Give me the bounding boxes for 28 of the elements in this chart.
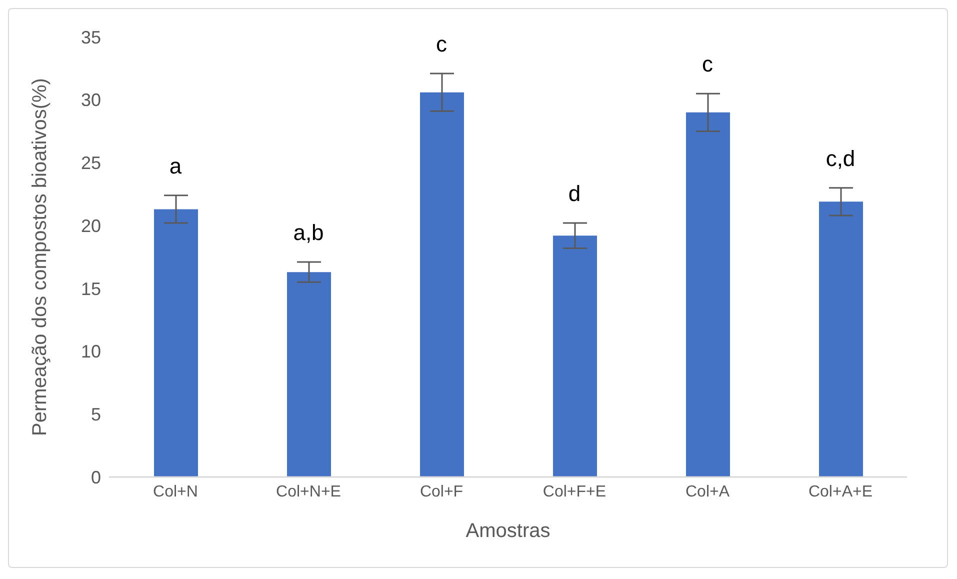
x-axis-title: Amostras — [466, 520, 550, 542]
x-tick-label: Col+F — [420, 483, 464, 500]
annotation: a,b — [293, 220, 324, 246]
annotation: c — [702, 52, 713, 77]
bar — [553, 236, 597, 477]
bar — [686, 112, 730, 477]
x-tick-label: Col+A — [685, 483, 730, 500]
x-tick-label: Col+F+E — [542, 483, 606, 500]
y-tick-label: 0 — [90, 467, 101, 488]
x-tick-label: Col+N+E — [276, 483, 341, 500]
bar — [154, 209, 198, 477]
x-tick-label: Col+N — [153, 483, 198, 500]
y-tick-label: 25 — [80, 153, 101, 174]
bar — [420, 92, 464, 477]
annotation: c — [436, 31, 447, 56]
bar — [287, 272, 331, 477]
y-tick-label: 10 — [80, 342, 101, 362]
annotation: d — [568, 181, 581, 206]
bar — [819, 202, 863, 477]
y-tick-label: 5 — [90, 404, 101, 425]
y-tick-label: 15 — [80, 278, 101, 299]
annotation: c,d — [826, 146, 856, 171]
y-tick-label: 35 — [80, 27, 101, 48]
y-tick-label: 20 — [80, 216, 101, 236]
annotation: a — [169, 153, 182, 178]
x-tick-label: Col+A+E — [808, 483, 873, 500]
y-tick-label: 30 — [80, 90, 101, 110]
y-axis-title: Permeação dos compostos bioativos(%) — [29, 78, 52, 436]
